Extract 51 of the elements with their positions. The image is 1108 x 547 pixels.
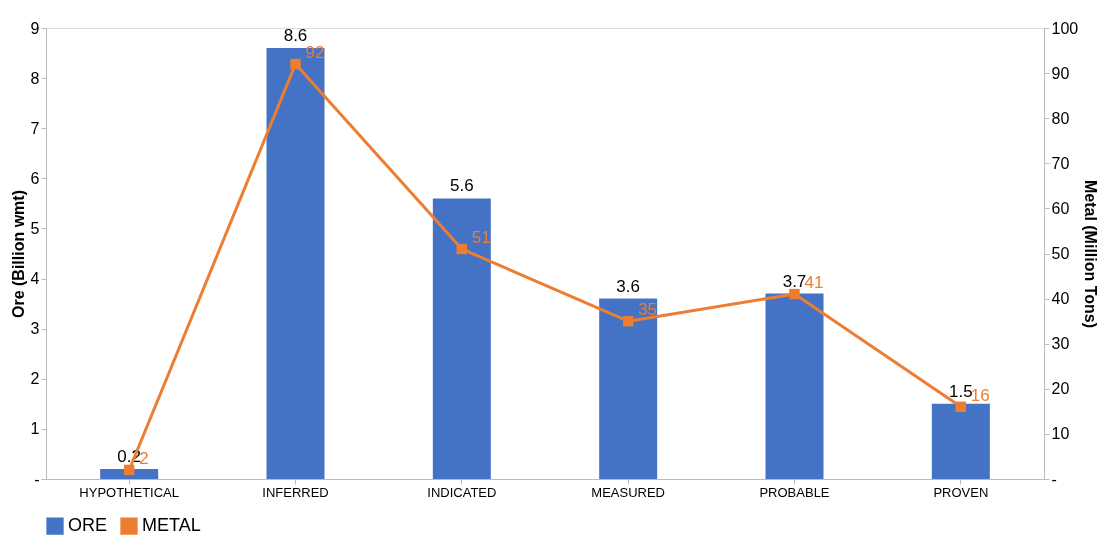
y-tick-label: 5	[30, 219, 40, 237]
data-label: 35	[638, 300, 658, 320]
data-label: 3.7	[782, 271, 807, 291]
y-tick-label: -	[34, 470, 40, 488]
y2-tick-label: 60	[1051, 199, 1070, 217]
y-tick-label: 7	[30, 119, 40, 137]
point	[290, 58, 301, 70]
x-tick-label: PROBABLE	[759, 484, 830, 500]
point	[955, 401, 967, 413]
legend-label: ORE	[68, 515, 108, 536]
y-tick-label: 2	[30, 370, 40, 388]
y-tick-label: 3	[30, 320, 40, 338]
point	[456, 243, 468, 255]
y2-tick-label: 10	[1051, 425, 1070, 443]
y-tick-label: 9	[30, 19, 40, 37]
bar	[931, 403, 990, 479]
bar	[266, 48, 325, 479]
y-axis-title: Ore (Billion wmt)	[9, 190, 27, 318]
y2-tick-label: 40	[1051, 290, 1070, 308]
point	[789, 288, 800, 300]
y2-tick-label: 90	[1051, 64, 1070, 82]
x-tick-label: MEASURED	[591, 484, 666, 500]
bar	[599, 298, 658, 479]
y-tick-label: 6	[30, 169, 40, 187]
y-tick-label: 4	[30, 270, 40, 288]
y2-tick-label: 20	[1051, 380, 1070, 398]
bar	[765, 293, 824, 479]
y2-tick-label: 80	[1051, 109, 1070, 127]
x-tick-label: INFERRED	[262, 484, 329, 500]
data-label: 3.6	[616, 276, 640, 296]
y2-tick-label: 70	[1051, 154, 1070, 172]
x-tick-label: HYPOTHETICAL	[79, 484, 180, 500]
y2-tick-label: 50	[1051, 245, 1070, 262]
data-label: 92	[305, 43, 325, 63]
y-tick-label: 1	[30, 420, 40, 438]
point	[622, 315, 634, 327]
y2-tick-label: 100	[1051, 19, 1079, 37]
y-tick-label: 8	[30, 69, 40, 87]
data-label: 2	[139, 448, 149, 468]
data-label: 1.5	[949, 381, 973, 401]
y2-tick-label: 30	[1051, 335, 1070, 353]
data-label: 51	[471, 227, 491, 247]
data-label: 5.6	[450, 176, 474, 196]
x-tick-label: PROVEN	[933, 484, 989, 500]
y2-axis-title: Metal (Million Tons)	[1082, 179, 1100, 329]
y2-tick-label: -	[1051, 470, 1057, 488]
data-label: 8.6	[283, 26, 308, 46]
x-tick-label: INDICATED	[427, 484, 497, 500]
point	[123, 464, 135, 476]
bar	[432, 198, 491, 479]
legend-label: METAL	[142, 515, 201, 536]
